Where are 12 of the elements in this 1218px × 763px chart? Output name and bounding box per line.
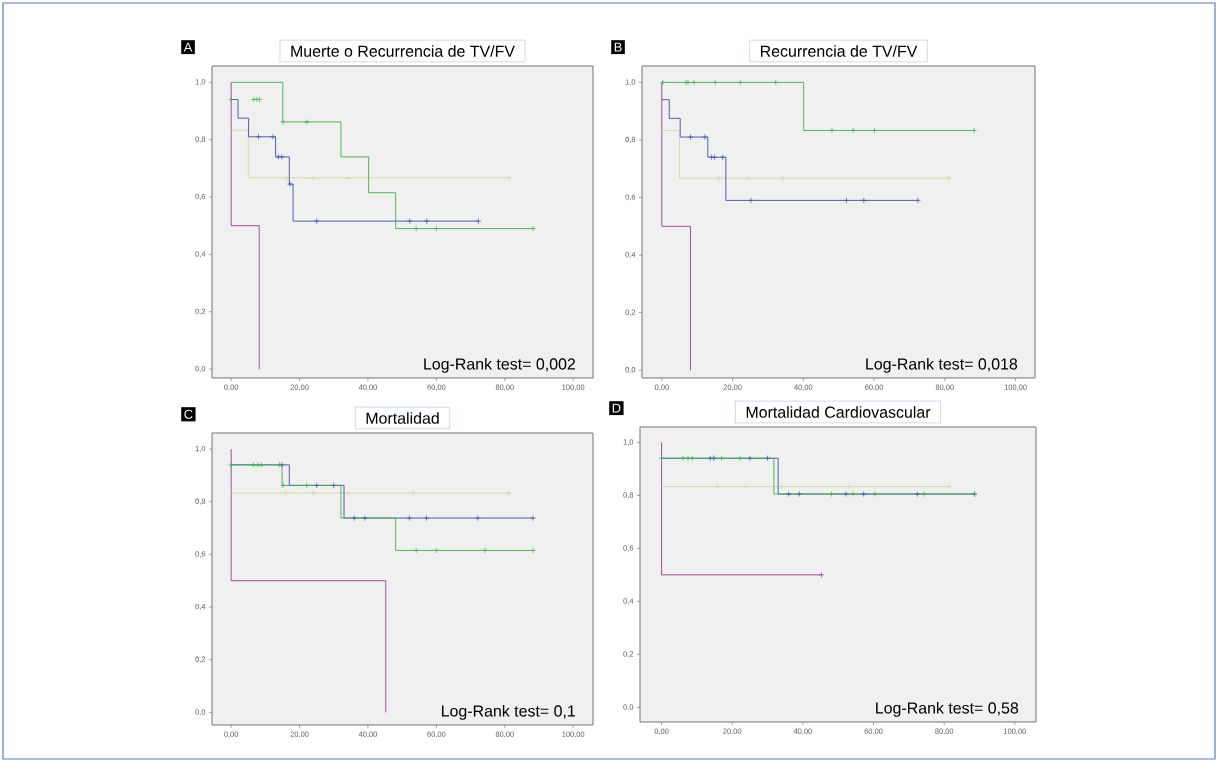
- text: C: [184, 409, 193, 419]
- annotation: Log-Rank test= 0,58: [876, 701, 1019, 717]
- text: B: [614, 42, 622, 52]
- chart-title: Mortalidad Cardiovascular: [746, 406, 931, 418]
- chart-title: Recurrencia de TV/FV: [760, 45, 918, 57]
- text: A: [183, 42, 193, 52]
- text: D: [612, 403, 621, 413]
- annotation: Log-Rank test= 0,018: [866, 357, 1018, 373]
- chart-title: Mortalidad: [366, 412, 439, 424]
- annotation: Log-Rank test= 0,1: [441, 704, 575, 720]
- chart-title: Muerte o Recurrencia de TV/FV: [291, 45, 515, 57]
- annotation: Log-Rank test= 0,002: [424, 357, 575, 373]
